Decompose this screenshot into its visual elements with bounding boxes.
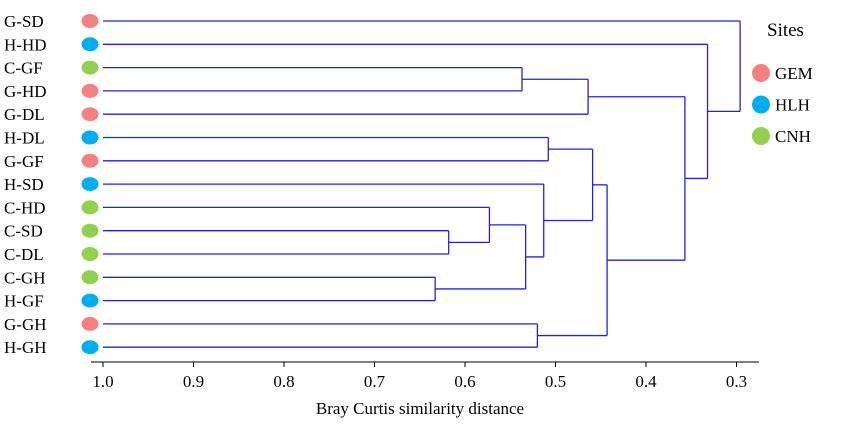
leaf-marker-c-dl <box>81 247 99 261</box>
leaf-label-c-gf: C-GF <box>4 59 43 78</box>
leaf-marker-c-gf <box>81 60 99 75</box>
leaf-label-c-gh: C-GH <box>4 268 46 287</box>
leaf-label-g-dl: G-DL <box>4 105 45 124</box>
legend-marker-hlh <box>752 95 770 114</box>
x-tick-label-7: 0.3 <box>726 372 747 391</box>
leaf-marker-g-gf <box>81 153 99 168</box>
legend-marker-cnh <box>752 127 770 145</box>
leaf-label-c-dl: C-DL <box>4 245 44 264</box>
leaf-label-h-dl: H-DL <box>4 129 45 148</box>
leaf-label-h-hd: H-HD <box>4 35 47 54</box>
leaf-label-h-gf: H-GF <box>4 292 44 311</box>
legend-label-gem: GEM <box>775 64 813 83</box>
x-tick-label-2: 0.8 <box>273 372 294 391</box>
leaf-marker-c-sd <box>81 223 99 238</box>
leaf-marker-h-gh <box>81 340 99 355</box>
leaf-marker-h-dl <box>81 130 99 145</box>
leaf-label-g-hd: G-HD <box>4 82 47 101</box>
x-tick-label-6: 0.4 <box>635 372 657 391</box>
leaf-marker-g-hd <box>81 83 99 98</box>
leaf-layer: G-SD H-HD C-GF G-HD G-DL H-DL G-GF H-SD C-HD C-SD… <box>4 12 99 357</box>
leaf-label-g-sd: G-SD <box>4 12 44 31</box>
x-axis-label: Bray Curtis similarity distance <box>316 399 524 418</box>
legend-title: Sites <box>767 20 804 41</box>
x-tick-label-3: 0.7 <box>364 372 386 391</box>
leaf-label-g-gf: G-GF <box>4 152 44 171</box>
branch-layer <box>103 20 741 348</box>
x-axis-ticks: 1.0 0.9 0.8 0.7 0.6 0.5 0.4 0.3 <box>92 362 747 391</box>
leaf-marker-g-gh <box>81 316 99 331</box>
leaf-label-h-sd: H-SD <box>4 175 44 194</box>
leaf-label-g-gh: G-GH <box>4 315 47 334</box>
leaf-marker-g-dl <box>81 107 99 122</box>
leaf-marker-c-gh <box>81 270 99 285</box>
x-tick-label-4: 0.6 <box>454 372 475 391</box>
leaf-label-c-hd: C-HD <box>4 198 46 217</box>
leaf-marker-h-hd <box>81 37 99 52</box>
x-axis: 1.0 0.9 0.8 0.7 0.6 0.5 0.4 0.3 Bray Curtis sim… <box>91 361 759 418</box>
legend-marker-gem <box>752 64 770 82</box>
x-tick-label-1: 0.9 <box>183 372 204 391</box>
legend: Sites GEM HLH CNH <box>752 20 813 146</box>
legend-label-hlh: HLH <box>775 96 810 115</box>
leaf-marker-g-sd <box>81 14 99 28</box>
leaf-marker-h-gf <box>81 293 99 308</box>
x-tick-label-5: 0.5 <box>545 372 566 391</box>
legend-label-cnh: CNH <box>775 127 811 146</box>
leaf-marker-h-sd <box>81 177 99 192</box>
leaf-label-h-gh: H-GH <box>4 338 47 357</box>
leaf-marker-c-hd <box>81 200 99 215</box>
leaf-label-c-sd: C-SD <box>4 222 43 241</box>
x-tick-label-0: 1.0 <box>92 372 113 391</box>
